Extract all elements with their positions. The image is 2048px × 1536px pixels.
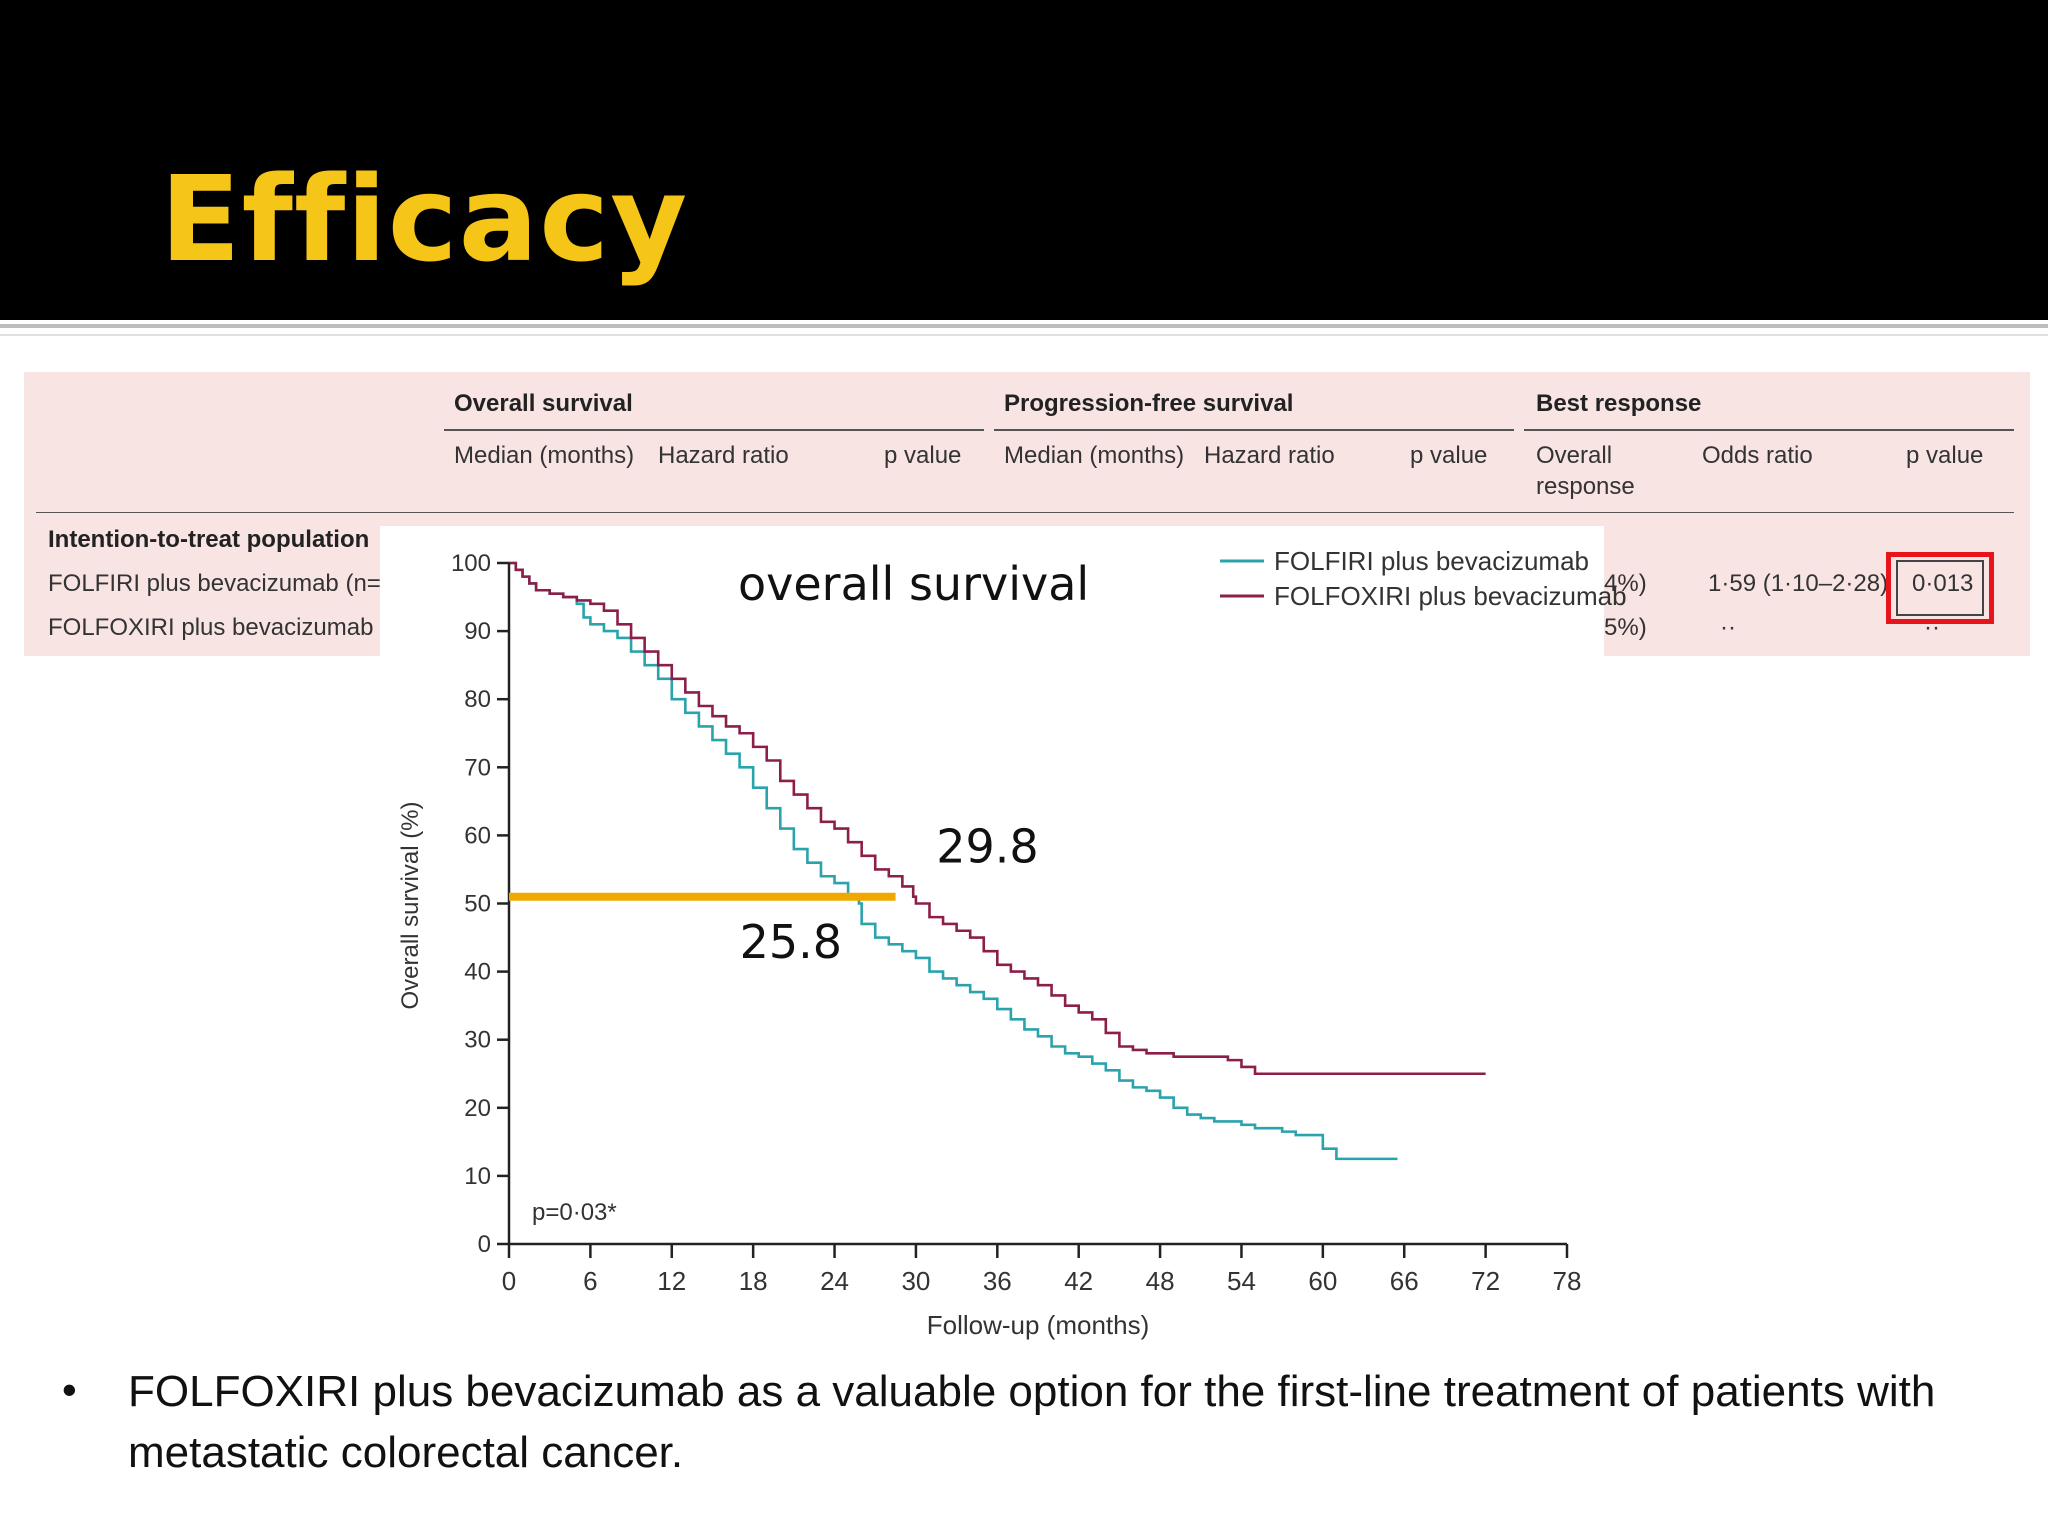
table-header-rule [36,512,2014,513]
table-group-rule [1524,429,2014,431]
table-col-pfs-median: Median (months) [1004,442,1185,469]
y-tick-label: 100 [451,550,491,577]
legend-label: FOLFOXIRI plus bevacizumab [1274,581,1627,611]
x-tick-label: 30 [901,1266,930,1296]
table-cell-overall-response: 5%) [1604,614,1647,641]
x-tick-label: 24 [820,1266,849,1296]
x-tick-label: 12 [657,1266,686,1296]
y-axis-label: Overall survival (%) [397,801,424,1009]
chart-title: overall survival [738,557,1089,611]
series-line-folfoxiri [509,561,1486,1076]
p-value-highlight-box [1886,552,1994,624]
table-col-br-p: p value [1906,442,1984,469]
table-group-pfs: Progression-free survival [1004,390,1294,417]
header-divider [0,324,2048,328]
y-tick-label: 40 [464,959,491,986]
y-tick-label: 10 [464,1163,491,1190]
y-tick-label: 20 [464,1095,491,1122]
table-group-rule [994,429,1514,431]
series-line-folfiri [509,561,1398,1161]
x-tick-label: 6 [583,1266,597,1296]
median-annotation: 29.8 [936,820,1038,874]
x-tick-label: 36 [983,1266,1012,1296]
table-col-os-p: p value [884,442,962,469]
y-tick-label: 50 [464,891,491,918]
table-row-label: FOLFOXIRI plus bevacizumab (n= [48,614,416,641]
table-group-best-response: Best response [1536,390,1702,417]
table-col-os-hr: Hazard ratio [658,442,789,469]
x-tick-label: 60 [1308,1266,1337,1296]
y-tick-label: 70 [464,754,491,781]
x-tick-label: 54 [1227,1266,1256,1296]
table-cell-overall-response: 4%) [1604,570,1647,597]
x-tick-label: 72 [1471,1266,1500,1296]
x-tick-label: 78 [1553,1266,1582,1296]
table-cell-odds-ratio: 1·59 (1·10–2·28) [1708,570,1889,597]
legend-label: FOLFIRI plus bevacizumab [1274,546,1589,576]
table-col-os-median: Median (months) [454,442,635,469]
table-cell-p-value: 0·013 [1912,570,1974,597]
x-tick-label: 66 [1390,1266,1419,1296]
table-row-label: FOLFIRI plus bevacizumab (n=25 [48,570,408,597]
table-col-odds-ratio: Odds ratio [1702,442,1813,469]
x-axis-label: Follow-up (months) [927,1310,1150,1340]
y-tick-label: 30 [464,1027,491,1054]
table-cell-odds-ratio: ·· [1720,614,1736,641]
table-col-pfs-p: p value [1410,442,1488,469]
y-tick-label: 90 [464,618,491,645]
x-tick-label: 0 [502,1266,516,1296]
slide-header [0,0,2048,320]
table-group-rule [444,429,984,431]
x-tick-label: 42 [1064,1266,1093,1296]
median-annotation: 25.8 [740,915,842,969]
header-divider-thin [0,334,2048,336]
bullet-marker: • [62,1366,77,1413]
p-value-annotation: p=0·03* [532,1199,617,1226]
table-group-overall-survival: Overall survival [454,390,633,417]
table-section-itt: Intention-to-treat population [48,526,370,553]
y-tick-label: 80 [464,686,491,713]
x-tick-label: 48 [1146,1266,1175,1296]
x-tick-label: 18 [739,1266,768,1296]
table-col-overall-response: Overall response [1536,442,1635,501]
bullet-text: FOLFOXIRI plus bevacizumab as a valuable… [128,1367,1936,1477]
y-tick-label: 60 [464,822,491,849]
p-value-inner-box [1896,560,1984,616]
chart-panel [380,526,1604,1356]
table-col-pfs-hr: Hazard ratio [1204,442,1335,469]
slide-title: Efficacy [160,150,689,288]
y-tick-label: 0 [478,1231,491,1258]
